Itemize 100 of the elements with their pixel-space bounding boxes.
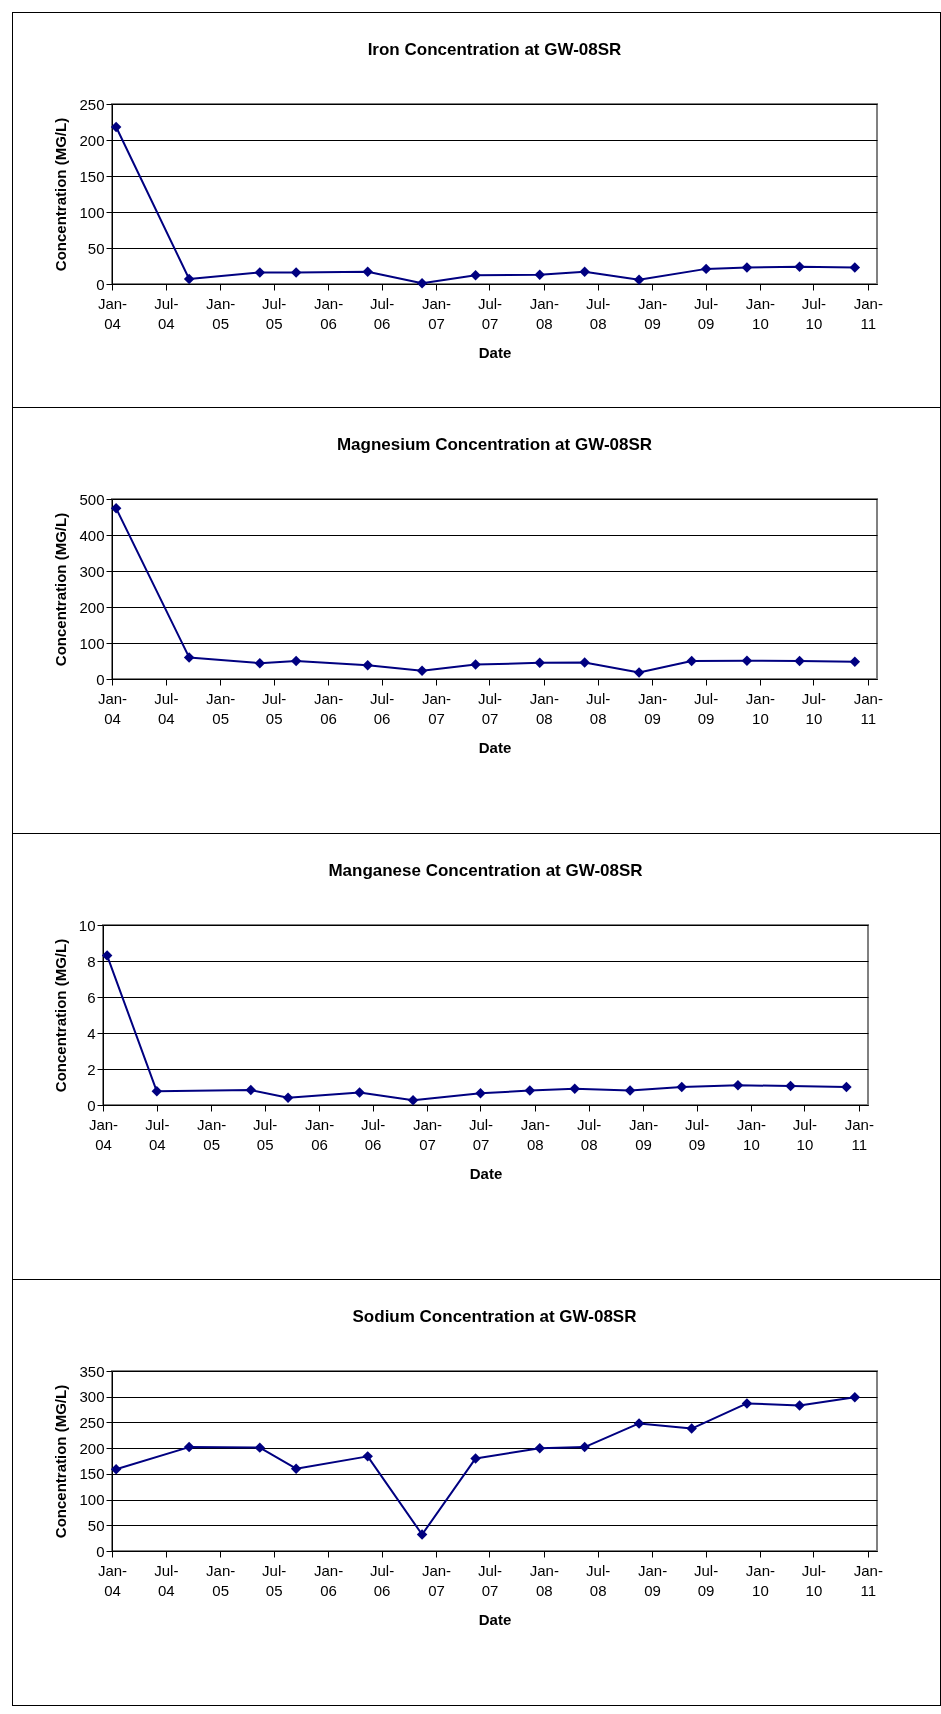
x-tick-label: Jan- 05 bbox=[197, 1115, 227, 1153]
y-tick-label: 400 bbox=[79, 526, 105, 544]
y-tick-label: 100 bbox=[79, 1491, 105, 1509]
x-tick-label: Jan- 06 bbox=[313, 294, 344, 332]
x-tick-label: Jul- 04 bbox=[154, 689, 179, 727]
x-tick-label: Jul- 07 bbox=[477, 689, 503, 727]
x-axis-title: Date bbox=[478, 738, 512, 756]
y-tick-label: 0 bbox=[87, 1096, 96, 1114]
chart-title: Iron Concentration at GW-08SR bbox=[367, 40, 622, 59]
x-tick-label: Jan- 10 bbox=[736, 1115, 767, 1153]
x-tick-label: Jan- 06 bbox=[313, 1561, 344, 1599]
point bbox=[794, 261, 805, 272]
x-tick-label: Jul- 06 bbox=[370, 1561, 395, 1599]
point bbox=[254, 1442, 266, 1453]
point bbox=[579, 657, 590, 668]
point bbox=[354, 1087, 365, 1098]
y-tick-label: 0 bbox=[96, 275, 105, 293]
y-axis-title: Concentration (MG/L) bbox=[52, 512, 70, 667]
x-tick-label: Jul- 09 bbox=[684, 1115, 710, 1153]
x-tick-label: Jan- 06 bbox=[313, 689, 344, 727]
x-tick-label: Jan- 04 bbox=[97, 1561, 128, 1599]
x-tick-label: Jul- 08 bbox=[586, 689, 611, 727]
x-tick-label: Jul- 08 bbox=[586, 294, 611, 332]
point bbox=[579, 1441, 590, 1453]
point bbox=[633, 1418, 645, 1429]
x-tick-label: Jul- 10 bbox=[801, 1561, 827, 1599]
point bbox=[633, 667, 645, 678]
x-tick-label: Jul- 07 bbox=[477, 294, 503, 332]
x-tick-label: Jan- 08 bbox=[529, 689, 559, 727]
point bbox=[633, 274, 645, 285]
y-tick-label: 200 bbox=[79, 598, 105, 616]
y-tick-label: 250 bbox=[79, 95, 105, 113]
y-axis-title: Concentration (MG/L) bbox=[52, 117, 70, 272]
point bbox=[686, 655, 697, 667]
point bbox=[686, 1423, 697, 1434]
point bbox=[849, 1391, 861, 1403]
point bbox=[470, 1453, 481, 1464]
point bbox=[794, 1400, 805, 1411]
x-tick-label: Jan- 11 bbox=[853, 1561, 883, 1599]
point bbox=[362, 1451, 373, 1462]
x-tick-label: Jul- 04 bbox=[145, 1115, 170, 1153]
point bbox=[534, 657, 545, 669]
point bbox=[362, 266, 373, 277]
x-tick-label: Jan- 10 bbox=[745, 1561, 776, 1599]
point bbox=[282, 1092, 294, 1104]
x-tick-label: Jan- 04 bbox=[88, 1115, 119, 1153]
x-tick-label: Jul- 05 bbox=[262, 1561, 287, 1599]
y-tick-label: 250 bbox=[79, 1413, 105, 1431]
x-tick-label: Jul- 09 bbox=[693, 689, 719, 727]
x-tick-label: Jul- 05 bbox=[262, 689, 287, 727]
y-tick-label: 200 bbox=[79, 1439, 105, 1457]
point bbox=[101, 950, 113, 961]
point bbox=[110, 121, 122, 133]
y-tick-label: 0 bbox=[96, 1542, 105, 1560]
point bbox=[362, 660, 373, 671]
point bbox=[151, 1086, 163, 1097]
x-tick-label: Jan- 10 bbox=[745, 689, 776, 727]
point bbox=[534, 269, 545, 280]
x-tick-label: Jan- 04 bbox=[97, 689, 128, 727]
y-tick-label: 300 bbox=[79, 562, 105, 580]
y-tick-label: 10 bbox=[78, 916, 96, 934]
x-tick-label: Jul- 04 bbox=[154, 1561, 179, 1599]
chart-title: Magnesium Concentration at GW-08SR bbox=[336, 435, 653, 454]
point bbox=[732, 1079, 744, 1091]
x-axis-title: Date bbox=[478, 1610, 512, 1628]
x-tick-label: Jul- 10 bbox=[792, 1115, 818, 1153]
x-tick-label: Jan- 07 bbox=[421, 689, 452, 727]
y-tick-label: 500 bbox=[79, 490, 105, 508]
point bbox=[741, 262, 753, 273]
x-tick-label: Jul- 06 bbox=[370, 294, 395, 332]
x-tick-label: Jan- 08 bbox=[529, 294, 559, 332]
y-tick-label: 150 bbox=[79, 167, 105, 185]
y-tick-label: 8 bbox=[87, 952, 96, 970]
y-tick-label: 2 bbox=[87, 1060, 96, 1078]
y-tick-label: 200 bbox=[79, 131, 105, 149]
x-tick-label: Jan- 09 bbox=[628, 1115, 659, 1153]
y-tick-label: 0 bbox=[96, 670, 105, 688]
x-tick-label: Jan- 05 bbox=[206, 1561, 236, 1599]
y-tick-label: 50 bbox=[87, 1516, 105, 1534]
x-tick-label: Jan- 09 bbox=[637, 1561, 668, 1599]
x-tick-label: Jul- 05 bbox=[253, 1115, 278, 1153]
point bbox=[569, 1083, 581, 1095]
point bbox=[849, 262, 861, 273]
point bbox=[624, 1085, 636, 1096]
point bbox=[579, 266, 590, 277]
point bbox=[416, 278, 428, 289]
y-tick-label: 100 bbox=[79, 203, 105, 221]
x-tick-label: Jul- 09 bbox=[693, 1561, 719, 1599]
x-tick-label: Jul- 08 bbox=[586, 1561, 611, 1599]
x-tick-label: Jul- 08 bbox=[577, 1115, 602, 1153]
x-tick-label: Jul- 07 bbox=[468, 1115, 494, 1153]
x-tick-label: Jan- 07 bbox=[421, 294, 452, 332]
point bbox=[849, 656, 861, 667]
x-tick-label: Jul- 10 bbox=[801, 689, 827, 727]
point bbox=[416, 665, 428, 676]
point bbox=[524, 1085, 536, 1096]
point bbox=[110, 503, 122, 514]
point bbox=[785, 1080, 796, 1092]
x-tick-label: Jul- 04 bbox=[154, 294, 179, 332]
x-tick-label: Jul- 05 bbox=[262, 294, 287, 332]
